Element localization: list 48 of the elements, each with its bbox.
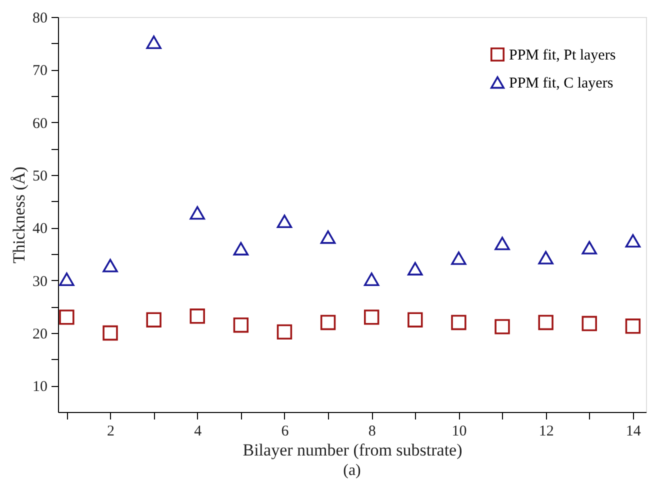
- point: [408, 262, 423, 276]
- y-tick-label: 20: [32, 326, 48, 342]
- point: [190, 308, 205, 324]
- y-tick-label: 40: [32, 221, 48, 238]
- point: [320, 314, 336, 330]
- point: [102, 325, 118, 341]
- y-tick-label: 80: [32, 10, 48, 26]
- point: [451, 252, 466, 265]
- point: [538, 250, 554, 264]
- x-tick-label: 14: [626, 424, 642, 440]
- y-tick-label: 50: [32, 168, 48, 184]
- x-tick-label: 10: [452, 424, 467, 440]
- x-tick-label: 6: [281, 424, 290, 440]
- point: [276, 214, 292, 228]
- x-tick-label: 4: [194, 424, 202, 440]
- legend-label: PPM fit, Pt layers: [509, 48, 616, 64]
- point: [59, 272, 74, 286]
- point: [233, 242, 249, 256]
- x-tick-label: 8: [368, 424, 376, 440]
- point: [276, 324, 292, 340]
- point: [451, 314, 466, 330]
- text: (a): [343, 462, 361, 479]
- point: [625, 234, 641, 248]
- x-tick-label: 2: [107, 424, 115, 440]
- point: [146, 312, 162, 328]
- point: [233, 317, 249, 333]
- y-tick-label: 70: [32, 63, 48, 80]
- point: [102, 258, 118, 272]
- point: [320, 230, 336, 244]
- x-tick-label: 12: [538, 424, 554, 440]
- x-axis-title: Bilayer number (from substrate): [242, 440, 462, 460]
- y-tick-label: 10: [32, 379, 48, 396]
- point: [190, 206, 205, 220]
- point: [494, 319, 510, 334]
- y-tick-label: 30: [32, 274, 48, 290]
- point: [146, 36, 162, 49]
- point: [625, 318, 641, 334]
- y-axis-title: Thickness (Å): [10, 166, 28, 264]
- point: [364, 310, 380, 325]
- y-tick-label: 60: [32, 116, 48, 132]
- point: [582, 316, 597, 332]
- point: [494, 236, 510, 250]
- legend-label: PPM fit, C layers: [509, 76, 614, 92]
- point: [364, 272, 380, 286]
- point: [582, 240, 597, 254]
- point: [538, 314, 554, 330]
- point: [408, 312, 423, 328]
- point: [59, 310, 74, 325]
